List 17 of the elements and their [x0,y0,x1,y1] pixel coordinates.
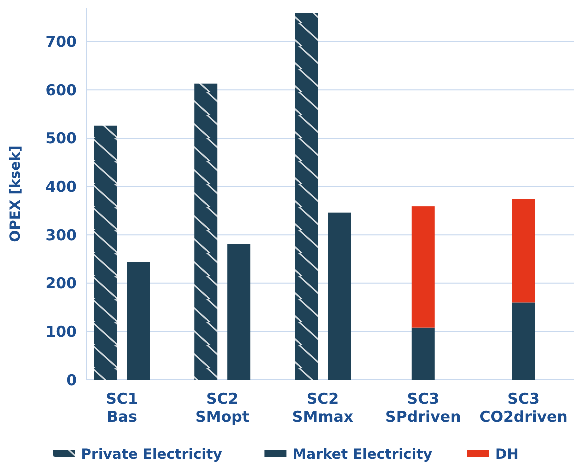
x-tick-label: SC3 SPdriven [386,390,462,426]
y-axis-title: OPEX [ksek] [8,146,24,242]
y-tick-label: 200 [46,274,77,293]
y-tick-label: 100 [46,322,77,341]
legend-label: Private Electricity [81,447,222,463]
x-tick-label: SC1 Bas [106,390,138,426]
x-tick-label: SC3 CO2driven [480,390,568,426]
y-tick-label: 500 [46,130,77,148]
x-tick-label: SC2 SMmax [292,390,354,426]
legend-label: Market Electricity [292,447,432,463]
legend-label: DH [496,447,519,463]
y-tick-label: 300 [46,226,77,244]
y-tick-label: 400 [46,178,77,196]
x-tick-label: SC2 SMopt [196,390,250,426]
y-tick-label: 700 [46,33,77,52]
y-tick-label: 0 [66,371,77,390]
y-tick-label: 600 [46,81,77,100]
